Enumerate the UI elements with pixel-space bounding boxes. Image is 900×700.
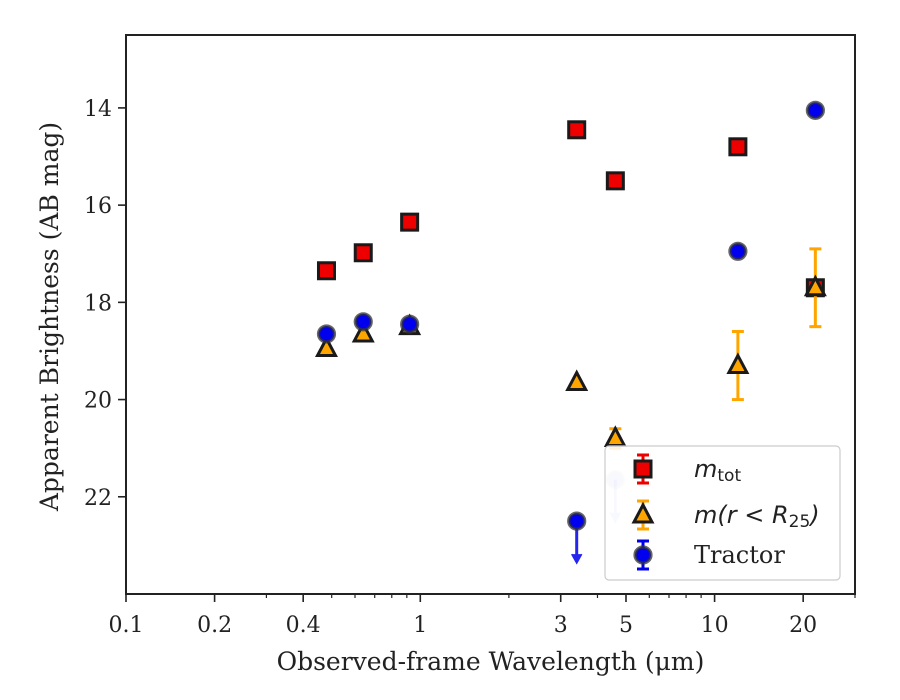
series-square bbox=[316, 120, 825, 298]
y-tick-label: 16 bbox=[84, 194, 112, 219]
data-point bbox=[567, 511, 587, 531]
data-point bbox=[803, 274, 827, 297]
legend-entry: m(r < R25) bbox=[631, 499, 820, 532]
x-tick-label: 0.1 bbox=[109, 613, 144, 638]
square-marker bbox=[316, 261, 336, 281]
triangle-marker bbox=[726, 352, 750, 375]
legend-label: m(r < R25) bbox=[694, 501, 820, 532]
y-tick-label: 22 bbox=[84, 486, 112, 511]
circle-marker bbox=[316, 324, 337, 344]
legend-marker bbox=[631, 501, 655, 524]
data-point bbox=[603, 425, 627, 447]
y-tick-label: 14 bbox=[84, 97, 112, 122]
data-point bbox=[400, 314, 420, 334]
plot-marks bbox=[314, 100, 827, 565]
data-point bbox=[314, 335, 338, 358]
circle-marker bbox=[633, 545, 653, 565]
legend-entry: Tractor bbox=[633, 539, 785, 571]
x-tick-label: 1 bbox=[413, 613, 427, 638]
x-tick-label: 0.4 bbox=[286, 613, 321, 638]
data-point bbox=[726, 352, 750, 375]
square-marker bbox=[605, 171, 625, 191]
square-marker bbox=[633, 459, 653, 479]
arrow-head bbox=[571, 553, 583, 565]
data-point bbox=[605, 171, 625, 191]
data-point bbox=[316, 261, 336, 281]
legend: mtot m(r < R25) Tractor bbox=[604, 445, 841, 581]
data-point bbox=[353, 243, 373, 263]
data-point bbox=[728, 137, 748, 157]
square-marker bbox=[400, 212, 420, 232]
circle-marker bbox=[728, 241, 748, 261]
triangle-marker bbox=[351, 320, 375, 343]
y-axis-label: Apparent Brightness (AB mag) bbox=[35, 122, 64, 512]
x-tick-label: 3 bbox=[554, 613, 568, 638]
y-tick-label: 20 bbox=[84, 389, 112, 414]
y-axis-ticks: 14 16 18 20 22 bbox=[84, 97, 126, 511]
x-tick-label: 20 bbox=[789, 613, 817, 638]
legend-entry: mtot bbox=[633, 453, 741, 486]
x-axis-label: Observed-frame Wavelength (μm) bbox=[277, 647, 705, 676]
legend-label: Tractor bbox=[694, 541, 785, 569]
data-point bbox=[351, 320, 375, 343]
data-point bbox=[728, 241, 748, 261]
circle-marker bbox=[805, 100, 825, 120]
circle-marker bbox=[400, 314, 420, 334]
plot-frame bbox=[125, 34, 856, 595]
x-tick-label: 10 bbox=[701, 613, 729, 638]
triangle-marker bbox=[314, 335, 338, 358]
square-marker bbox=[728, 137, 748, 157]
data-point bbox=[400, 212, 420, 232]
legend-label: mtot bbox=[694, 455, 741, 486]
triangle-marker bbox=[565, 369, 589, 392]
x-tick-label: 5 bbox=[619, 613, 633, 638]
triangle-marker bbox=[631, 501, 655, 524]
square-marker bbox=[567, 120, 587, 140]
triangle-marker bbox=[803, 274, 827, 297]
data-point bbox=[565, 369, 589, 392]
legend-marker bbox=[633, 459, 653, 479]
data-point bbox=[805, 100, 825, 120]
x-axis-ticks: 0.1 0.2 0.4 1 3 5 10 20 bbox=[109, 594, 856, 638]
data-point bbox=[353, 312, 373, 332]
circle-marker bbox=[353, 312, 373, 332]
x-tick-label: 0.2 bbox=[197, 613, 232, 638]
legend-box bbox=[604, 445, 841, 581]
triangle-marker bbox=[603, 425, 627, 447]
y-tick-label: 18 bbox=[84, 291, 112, 316]
legend-marker bbox=[633, 545, 653, 565]
circle-marker bbox=[567, 511, 587, 531]
square-marker bbox=[353, 243, 373, 263]
data-point bbox=[567, 120, 587, 140]
series-triangle bbox=[314, 247, 827, 450]
data-point bbox=[316, 324, 337, 344]
